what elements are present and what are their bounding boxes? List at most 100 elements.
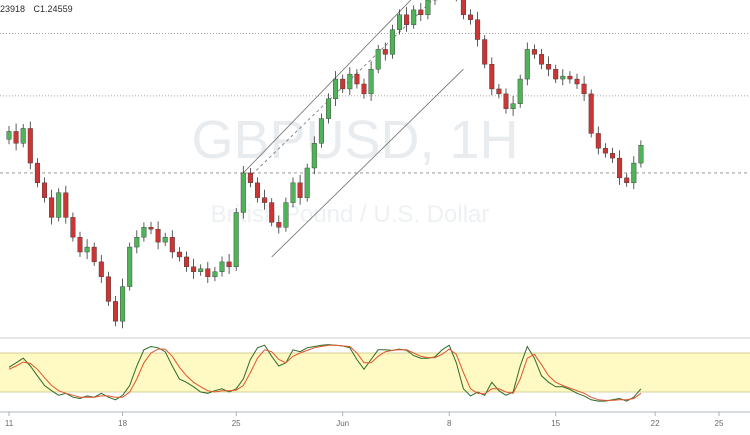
candle-body	[326, 98, 332, 119]
candle-body	[120, 286, 126, 322]
candle-body	[290, 182, 296, 203]
candle-body	[418, 9, 424, 16]
candle-body	[574, 78, 580, 85]
candle-body	[134, 236, 140, 248]
candle-body	[482, 39, 488, 65]
candle-body	[375, 49, 381, 70]
candle-body	[546, 64, 552, 70]
candle-body	[361, 83, 367, 95]
candle-body	[468, 14, 474, 20]
candle-body	[112, 301, 118, 322]
candle-body	[475, 19, 481, 40]
candle-body	[84, 246, 90, 253]
candle-body	[34, 162, 40, 184]
candle-body	[276, 222, 282, 228]
candle-body	[411, 9, 417, 25]
channel-upper-line	[243, 0, 412, 174]
candle-body	[162, 236, 168, 243]
candle-body	[91, 246, 97, 263]
time-tick-label: 25	[232, 419, 241, 428]
watermark-description: British Pound / U.S. Dollar	[211, 201, 490, 228]
time-tick-label: 25	[715, 419, 724, 428]
ohlc-readout: 23918 C1.24559	[0, 4, 79, 14]
candle-body	[247, 172, 253, 184]
oscillator-series-1-line	[8, 344, 642, 401]
candle-body	[382, 49, 388, 55]
candle-body	[531, 49, 537, 55]
candle-body	[219, 261, 225, 272]
candle-body	[155, 229, 161, 243]
time-tick-label: 11	[5, 419, 14, 428]
candle-body	[212, 271, 218, 277]
candle-body	[389, 29, 395, 55]
candle-body	[595, 133, 601, 149]
candle-body	[269, 202, 275, 223]
candle-body	[354, 73, 360, 85]
candle-body	[510, 103, 516, 109]
candle-body	[553, 68, 559, 80]
candle-body	[567, 75, 573, 80]
candle-body	[169, 236, 175, 253]
candle-body	[297, 182, 303, 198]
candle-body	[198, 268, 204, 272]
candle-body	[233, 212, 239, 268]
price-pane	[0, 0, 750, 329]
candle-body	[581, 83, 587, 95]
candle-body	[77, 236, 83, 253]
time-tick-label: 8	[447, 419, 452, 428]
time-tick-label: Jun	[336, 419, 349, 428]
time-tick-label: 15	[551, 419, 560, 428]
candle-body	[27, 128, 33, 164]
channel-lower-line	[271, 68, 464, 258]
candle-body	[397, 14, 403, 30]
candle-body	[283, 202, 289, 228]
candle-body	[191, 266, 197, 272]
candle-body	[127, 246, 133, 287]
candle-body	[368, 68, 374, 95]
candle-body	[503, 93, 509, 109]
candle-body	[311, 143, 317, 169]
candle-body	[404, 14, 410, 25]
candle-body	[70, 217, 76, 238]
candle-body	[318, 118, 324, 144]
candle-body	[347, 73, 353, 90]
candle-body	[240, 172, 246, 213]
candle-body	[460, 0, 466, 16]
candle-body	[63, 192, 69, 218]
watermark-symbol: GBPUSD, 1H	[191, 110, 518, 170]
candle-body	[205, 268, 211, 277]
candle-body	[262, 197, 268, 203]
candle-body	[56, 192, 62, 218]
candle-body	[333, 78, 339, 100]
candle-body	[176, 251, 182, 258]
candle-body	[560, 75, 566, 80]
candle-body	[524, 49, 530, 80]
candle-body	[610, 152, 616, 159]
candle-body	[13, 131, 19, 144]
oscillator-series-0-line	[8, 344, 642, 402]
time-tick-label: 22	[651, 419, 660, 428]
candle-body	[489, 64, 495, 90]
candle-body	[638, 145, 644, 164]
candle-body	[148, 227, 154, 230]
candle-body	[105, 276, 111, 302]
ohlc-close: C1.24559	[33, 4, 73, 14]
candle-body	[98, 261, 104, 277]
candle-body	[602, 148, 608, 154]
time-axis: 11 18 25 Jun 8 15 22 25	[0, 411, 750, 428]
candle-body	[6, 131, 12, 140]
candle-body	[496, 88, 502, 95]
candle-body	[588, 93, 594, 134]
candle-body	[631, 162, 637, 184]
candle-body	[425, 0, 431, 16]
candle-body	[617, 157, 623, 179]
candle-body	[254, 182, 260, 198]
candle-body	[539, 54, 545, 65]
oscillator-pane	[0, 337, 750, 402]
candle-body	[42, 182, 48, 198]
candle-body	[304, 167, 310, 198]
candle-body	[49, 197, 55, 218]
ohlc-low: 23918	[0, 4, 26, 14]
